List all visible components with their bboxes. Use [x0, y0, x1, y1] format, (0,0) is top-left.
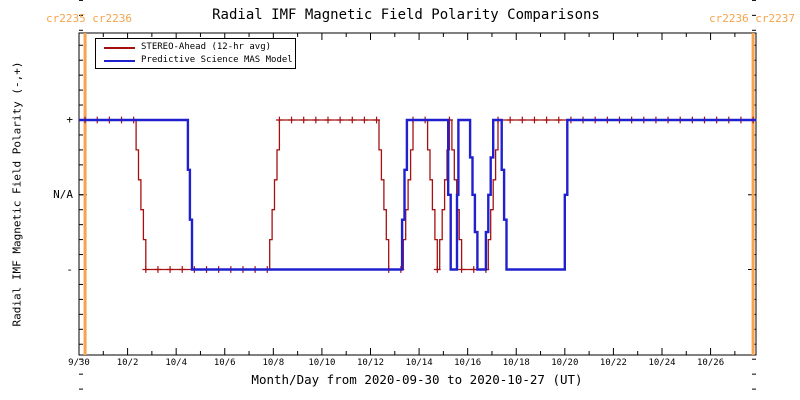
- legend: STEREO-Ahead (12-hr avg) Predictive Scie…: [95, 38, 296, 69]
- x-tick-label: 10/6: [213, 358, 236, 368]
- x-tick-label: 10/20: [551, 358, 579, 368]
- x-tick-label: 10/2: [116, 358, 139, 368]
- cr-boundary-label-right: cr2236 cr2237: [708, 12, 796, 25]
- y-tick-plus: +: [66, 113, 73, 126]
- cr-boundary-lines: [83, 33, 755, 355]
- x-tick-label: 10/26: [697, 358, 725, 368]
- x-tick-label: 10/4: [165, 358, 187, 368]
- y-tick-minus: -: [66, 262, 73, 276]
- legend-label-stereo: STEREO-Ahead (12-hr avg): [141, 42, 272, 52]
- x-tick-label: 10/24: [648, 358, 676, 368]
- y-axis-label: Radial IMF Magnetic Field Polarity (-,+): [10, 61, 24, 327]
- legend-item: STEREO-Ahead (12-hr avg): [96, 41, 295, 54]
- x-tick-label: 10/22: [599, 358, 627, 368]
- x-axis-label: Month/Day from 2020-09-30 to 2020-10-27 …: [251, 372, 583, 387]
- series-stereo-markers: [81, 116, 757, 273]
- legend-label-mas: Predictive Science MAS Model: [141, 55, 293, 65]
- series-stereo-line: [85, 119, 754, 271]
- chart-title: Radial IMF Magnetic Field Polarity Compa…: [212, 7, 600, 23]
- x-tick-label: 9/30: [68, 358, 90, 368]
- x-tick-label: 10/16: [454, 358, 482, 368]
- legend-line-mas: [104, 60, 135, 62]
- x-tick-label: 10/8: [262, 358, 285, 368]
- legend-line-stereo: [104, 47, 135, 49]
- y-tick-na: N/A: [53, 187, 73, 201]
- legend-item: Predictive Science MAS Model: [96, 54, 295, 67]
- x-tick-label: 10/14: [405, 358, 433, 368]
- series-mas-line: [79, 118, 756, 271]
- x-tick-label: 10/12: [356, 358, 385, 368]
- cr-boundary-label-left: cr2235 cr2236: [45, 12, 133, 25]
- x-tick-label: 10/10: [308, 358, 336, 368]
- x-tick-label: 10/18: [502, 358, 530, 368]
